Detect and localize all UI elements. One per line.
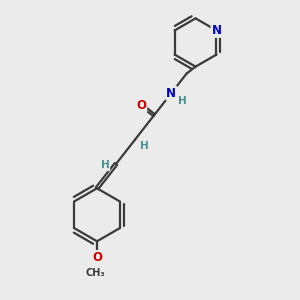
Text: H: H <box>140 141 148 152</box>
Text: H: H <box>178 96 187 106</box>
Text: N: N <box>166 87 176 100</box>
Text: O: O <box>92 251 102 264</box>
Text: O: O <box>136 99 146 112</box>
Text: CH₃: CH₃ <box>86 268 105 278</box>
Text: H: H <box>100 160 109 170</box>
Text: N: N <box>212 24 221 37</box>
